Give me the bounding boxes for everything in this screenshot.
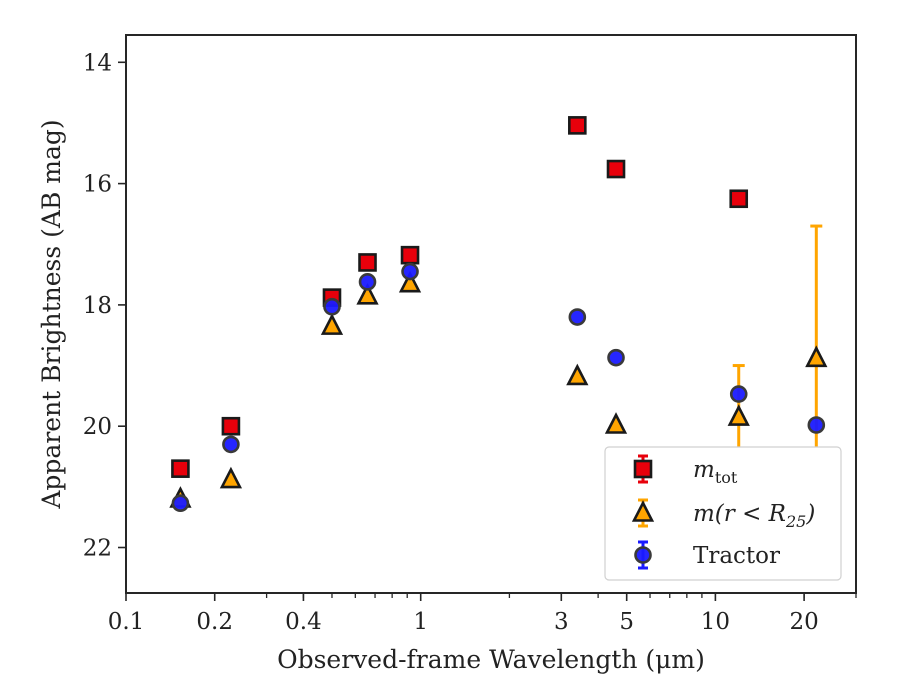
square-point bbox=[400, 245, 420, 265]
data-markers bbox=[169, 116, 828, 513]
x-axis-ticks: 0.1 0.2 0.4 1 3 5 10 20 bbox=[108, 593, 819, 635]
x-tick-label: 3 bbox=[554, 609, 569, 635]
x-tick-label: 5 bbox=[619, 609, 634, 635]
x-tick-label: 0.4 bbox=[285, 609, 322, 635]
y-tick-label: 18 bbox=[83, 293, 112, 319]
square-point bbox=[729, 189, 749, 209]
square-point bbox=[221, 416, 241, 436]
circle-point bbox=[358, 273, 377, 291]
circle-point bbox=[171, 494, 190, 513]
legend-label: mtot bbox=[693, 457, 738, 487]
square-point bbox=[358, 253, 377, 272]
plot-frame bbox=[125, 34, 857, 594]
triangle-point bbox=[398, 270, 422, 293]
circle-point bbox=[807, 416, 826, 434]
legend-label: Tractor bbox=[693, 543, 780, 569]
legend: mtot m(r < R25) Tractor bbox=[604, 446, 842, 581]
x-tick-label: 1 bbox=[413, 609, 428, 635]
y-axis-ticks: 14 16 18 20 22 bbox=[83, 50, 126, 562]
circle-point bbox=[607, 348, 625, 367]
y-tick-label: 14 bbox=[83, 50, 112, 76]
circle-point bbox=[568, 308, 587, 326]
square-point bbox=[568, 116, 587, 135]
y-tick-label: 16 bbox=[83, 172, 112, 198]
x-tick-label: 10 bbox=[701, 609, 730, 635]
circle-point bbox=[401, 262, 419, 281]
triangle-point bbox=[604, 412, 628, 434]
x-tick-label: 0.1 bbox=[108, 609, 145, 635]
legend-box bbox=[604, 446, 842, 581]
y-tick-label: 20 bbox=[83, 414, 112, 440]
legend-square-marker bbox=[633, 459, 653, 479]
circle-point bbox=[222, 435, 240, 454]
triangle-point bbox=[320, 313, 344, 335]
square-point bbox=[606, 159, 626, 179]
triangle-point bbox=[219, 466, 243, 489]
triangle-point bbox=[805, 345, 828, 368]
x-tick-label: 20 bbox=[789, 609, 818, 635]
triangle-point bbox=[727, 404, 750, 426]
y-axis-label: Apparent Brightness (AB mag) bbox=[37, 119, 66, 509]
legend-circle-marker bbox=[634, 546, 652, 564]
legend-triangle-marker bbox=[631, 500, 655, 522]
circle-point bbox=[323, 297, 341, 316]
x-tick-label: 0.2 bbox=[196, 609, 233, 635]
circle-point bbox=[729, 385, 748, 403]
triangle-point bbox=[566, 363, 589, 386]
square-point bbox=[171, 459, 190, 478]
triangle-point bbox=[356, 282, 379, 305]
y-tick-label: 22 bbox=[83, 536, 112, 562]
legend-label: m(r < R25) bbox=[693, 501, 815, 531]
x-axis-label: Observed-frame Wavelength (μm) bbox=[277, 645, 705, 674]
